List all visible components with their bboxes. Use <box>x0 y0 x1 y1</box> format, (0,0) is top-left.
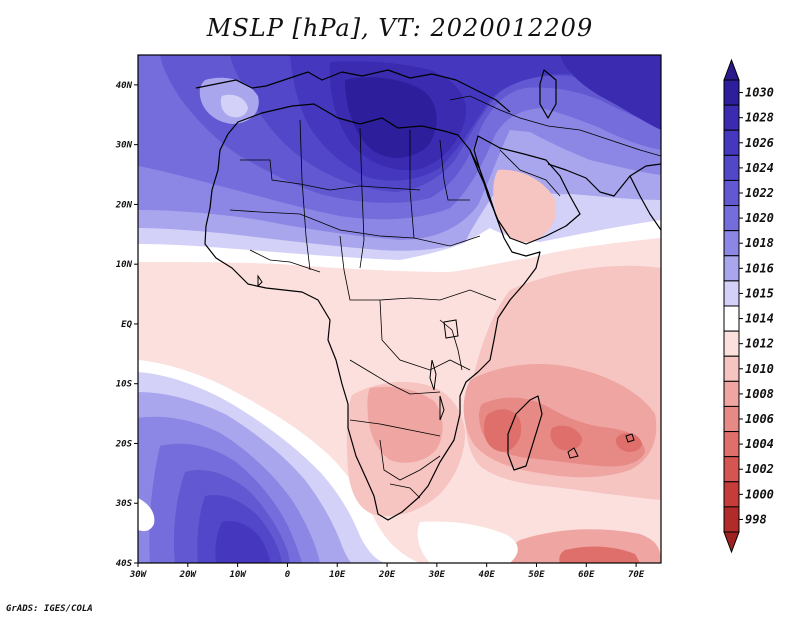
colorbar-label: 1022 <box>745 186 774 200</box>
lat-tick-label: 30S <box>115 499 133 509</box>
lon-tick-label: 40E <box>479 570 496 580</box>
colorbar-swatch <box>723 79 740 106</box>
colorbar-swatch <box>723 305 740 332</box>
colorbar-label: 1018 <box>745 236 774 250</box>
lon-tick-label: 60E <box>578 570 595 580</box>
colorbar-top-arrow <box>723 58 740 81</box>
lon-tick-label: 30W <box>129 570 148 580</box>
lon-tick-label: 30E <box>428 570 446 580</box>
colorbar-label: 1028 <box>745 111 774 125</box>
persian-gulf <box>547 163 661 197</box>
colorbar-swatch <box>723 330 740 357</box>
lat-tick-label: 20S <box>115 439 133 449</box>
colorbar-label: 1006 <box>745 412 774 426</box>
colorbar-label: 1012 <box>745 337 774 351</box>
map-frame <box>137 54 662 564</box>
country-borders <box>229 95 661 499</box>
colorbar-swatch <box>723 506 740 533</box>
isobar-1004-indian-3 <box>615 433 642 452</box>
colorbar-label: 1002 <box>745 462 774 476</box>
colorbar-swatch <box>723 129 740 156</box>
lat-tick-label: 10N <box>116 260 133 270</box>
africa-coastline <box>204 103 541 521</box>
colorbar-swatch <box>723 481 740 508</box>
lat-tick-label: 30N <box>115 141 133 151</box>
isobar-1004-indian <box>484 409 522 452</box>
map-title: MSLP [hPa], VT: 2020012209 <box>206 14 594 42</box>
lat-tick-label: 40S <box>116 559 133 569</box>
colorbar-swatch <box>723 230 740 257</box>
colorbar-label: 1008 <box>745 387 774 401</box>
colorbar-swatch <box>723 405 740 433</box>
colorbar-swatch <box>723 205 740 232</box>
colorbar-label: 1020 <box>745 211 774 225</box>
europe-coastline <box>195 69 511 113</box>
isobar-1014-south-africa <box>417 521 518 563</box>
isobar-1014-westcoast <box>138 498 155 532</box>
lon-tick-label: 20E <box>378 570 396 580</box>
colorbar-label: 1010 <box>745 362 774 376</box>
isobar-1010-arabia <box>493 169 557 243</box>
lon-tick-label: 50E <box>528 570 545 580</box>
lon-tick-label: 10E <box>329 570 346 580</box>
colorbar-bottom-arrow <box>723 531 740 554</box>
lon-tick-label: 10W <box>229 570 247 580</box>
lakes <box>257 274 635 459</box>
isobar-1028-asia <box>560 55 661 130</box>
lat-tick-label: EQ <box>121 320 132 330</box>
colorbar-label: 1004 <box>745 437 774 451</box>
lat-tick-label: 20N <box>115 200 133 210</box>
colorbar-swatch <box>723 280 740 307</box>
madagascar-coastline <box>507 395 543 471</box>
isobar-1015-pocket <box>220 94 248 118</box>
lon-tick-label: 70E <box>628 570 645 580</box>
colorbar-label: 1014 <box>745 312 774 326</box>
isobar-1030-north <box>345 77 437 158</box>
colorbar-label: 1026 <box>745 136 774 150</box>
isobar-1004-southeast <box>559 546 640 563</box>
colorbar: 1030 1028 1026 1024 1022 1020 1018 1016 1015 1014… <box>723 58 774 554</box>
lon-tick-label: 0 <box>285 570 291 580</box>
isobar-1004-indian-2 <box>550 425 582 451</box>
lat-tick-label: 40N <box>116 81 133 91</box>
colorbar-swatch <box>723 355 740 382</box>
colorbar-label: 998 <box>745 512 767 526</box>
colorbar-swatch <box>723 179 740 207</box>
india-coast <box>629 175 661 231</box>
caspian <box>539 69 557 119</box>
colorbar-swatch <box>723 255 740 282</box>
colorbar-swatch <box>723 456 740 483</box>
isobar-1026-south <box>215 520 270 563</box>
credit-label: GrADS: IGES/COLA <box>6 604 93 614</box>
colorbar-swatch <box>723 104 740 131</box>
lat-tick-label: 10S <box>116 380 133 390</box>
colorbar-label: 1030 <box>745 86 774 100</box>
colorbar-swatch <box>723 380 740 407</box>
colorbar-label: 1015 <box>745 286 774 300</box>
colorbar-label: 1024 <box>745 161 774 175</box>
red-sea <box>469 149 497 217</box>
colorbar-swatch <box>723 154 740 181</box>
isobar-1008-africa <box>367 386 443 463</box>
colorbar-label: 1016 <box>745 261 774 275</box>
coastlines <box>195 69 661 521</box>
colorbar-label: 1000 <box>745 487 774 501</box>
pressure-field <box>138 55 661 563</box>
lon-tick-label: 20W <box>179 570 198 580</box>
colorbar-swatch <box>723 431 740 458</box>
